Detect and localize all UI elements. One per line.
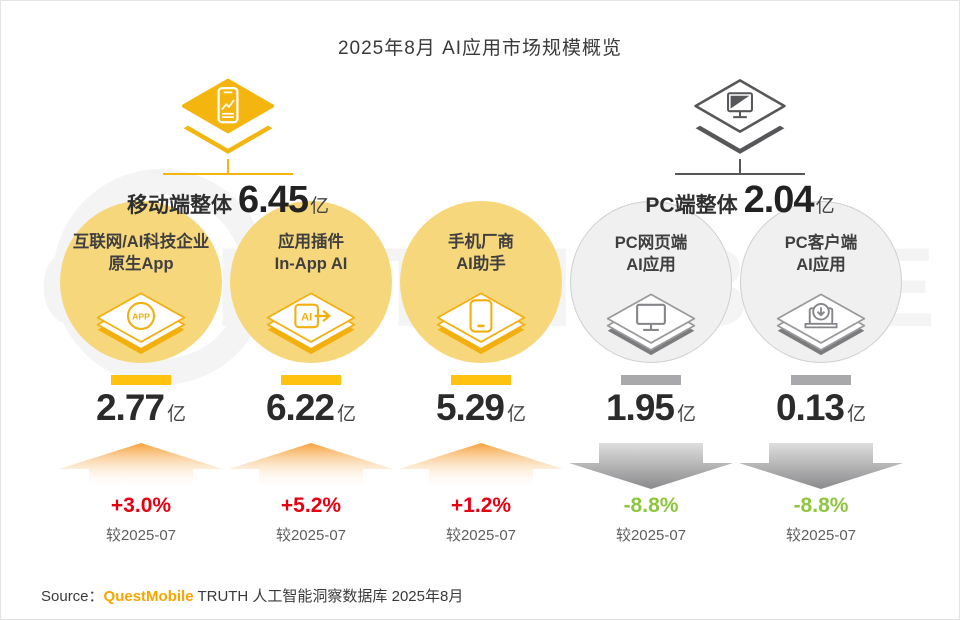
category-label: PC网页端 AI应用 xyxy=(614,234,688,275)
increase-arrow-icon xyxy=(399,443,563,489)
mobile-total-label: 移动端整体 6.45 亿 xyxy=(127,179,329,222)
monitor-glyph xyxy=(727,92,753,119)
in-app-ai-diamond-icon: AI xyxy=(266,292,356,354)
app-diamond-icon: APP xyxy=(96,292,186,354)
svg-text:APP: APP xyxy=(132,311,150,321)
category-label: PC客户端 AI应用 xyxy=(784,234,858,275)
category-bubble: PC网页端 AI应用 xyxy=(570,201,732,363)
change-percent: -8.8% xyxy=(623,494,679,517)
pc-total-label: PC端整体 2.04 亿 xyxy=(645,179,834,222)
page-title: 2025年8月 AI应用市场规模概览 xyxy=(337,38,623,59)
source-line: Source：QuestMobile TRUTH 人工智能洞察数据库 2025年… xyxy=(41,585,463,606)
phone-diamond-icon xyxy=(436,292,526,354)
mobile-stack-icon xyxy=(181,78,275,154)
svg-text:AI: AI xyxy=(301,311,312,323)
category-value: 1.95 亿 xyxy=(605,387,697,428)
source-prefix: Source： xyxy=(41,588,104,605)
value-underline xyxy=(111,375,171,385)
connector-rule xyxy=(163,173,293,175)
pc-web-diamond-icon xyxy=(606,293,696,355)
category-value: 2.77 亿 xyxy=(95,387,187,428)
change-percent: -8.8% xyxy=(793,494,849,517)
value-underline xyxy=(451,375,511,385)
category-column-phone-assistant: 手机厂商 AI助手 5.29 亿 +1.2% 较2025-07 xyxy=(396,201,566,545)
connector-line xyxy=(227,159,229,173)
category-label: 手机厂商 AI助手 xyxy=(448,233,514,274)
category-bubble: 应用插件 In-App AI AI xyxy=(230,201,392,363)
group-value: 6.45 xyxy=(238,179,309,221)
decrease-arrow-icon xyxy=(569,443,733,489)
category-column-pc-web: PC网页端 AI应用 1.95 亿 -8.8% 较2025-07 xyxy=(566,201,736,545)
compare-period: 较2025-07 xyxy=(105,527,177,544)
group-value: 2.04 xyxy=(743,179,815,221)
group-unit: 亿 xyxy=(815,196,835,217)
source-brand: QuestMobile xyxy=(103,588,194,605)
mobile-total-group: 移动端整体 6.45 亿 xyxy=(116,77,340,222)
category-label: 互联网/AI科技企业 原生App xyxy=(72,233,210,274)
group-name: PC端整体 xyxy=(645,194,738,217)
category-label: 应用插件 In-App AI xyxy=(274,233,348,274)
category-bubble: 手机厂商 AI助手 xyxy=(400,201,562,363)
category-value: 6.22 亿 xyxy=(265,387,357,428)
connector-line xyxy=(739,159,741,173)
category-bubble: 互联网/AI科技企业 原生App APP xyxy=(60,201,222,363)
compare-period: 较2025-07 xyxy=(785,527,857,544)
decrease-arrow-icon xyxy=(739,443,903,489)
change-percent: +5.2% xyxy=(280,494,342,517)
pc-stack-icon xyxy=(694,79,786,154)
change-percent: +3.0% xyxy=(110,494,172,517)
compare-period: 较2025-07 xyxy=(275,527,347,544)
increase-arrow-icon xyxy=(59,443,223,489)
category-column-in-app-ai: 应用插件 In-App AI AI 6.22 亿 +5.2% 较2025-07 xyxy=(226,201,396,545)
group-unit: 亿 xyxy=(309,196,329,217)
category-bubble: PC客户端 AI应用 xyxy=(740,201,902,363)
connector-rule xyxy=(675,173,805,175)
value-underline xyxy=(281,375,341,385)
compare-period: 较2025-07 xyxy=(615,527,687,544)
source-rest: TRUTH 人工智能洞察数据库 2025年8月 xyxy=(193,588,464,605)
value-underline xyxy=(791,375,851,385)
increase-arrow-icon xyxy=(229,443,393,489)
category-value: 5.29 亿 xyxy=(435,387,527,428)
value-underline xyxy=(621,375,681,385)
pc-client-download-diamond-icon xyxy=(776,293,866,355)
pc-total-group: PC端整体 2.04 亿 xyxy=(628,77,852,222)
compare-period: 较2025-07 xyxy=(445,527,517,544)
phone-chart-glyph xyxy=(217,86,239,124)
category-value: 0.13 亿 xyxy=(775,387,867,428)
change-percent: +1.2% xyxy=(450,494,512,517)
category-column-pc-client: PC客户端 AI应用 0.13 亿 -8.8% 较2025-07 xyxy=(736,201,906,545)
group-name: 移动端整体 xyxy=(127,194,232,217)
category-column-native-app: 互联网/AI科技企业 原生App APP 2.77 亿 +3.0% 较2025-07 xyxy=(56,201,226,545)
